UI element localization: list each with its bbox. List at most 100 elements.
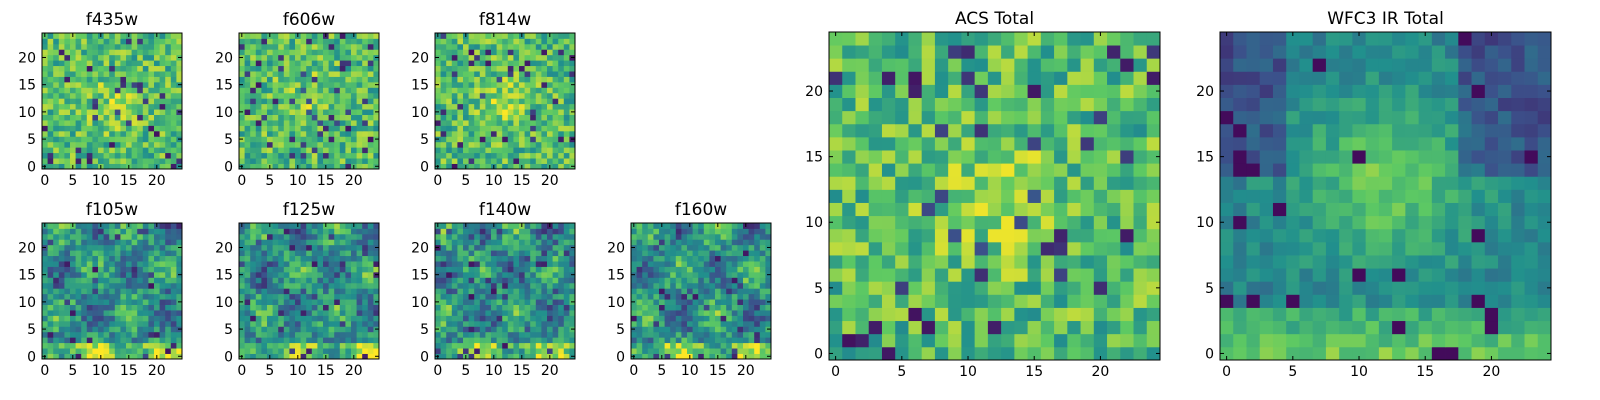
heatmap-cell bbox=[356, 271, 363, 278]
heatmap-cell bbox=[142, 54, 149, 61]
heatmap-cell bbox=[569, 266, 576, 273]
heatmap-cell bbox=[261, 33, 268, 39]
heatmap-cell bbox=[261, 147, 268, 154]
heatmap-cell bbox=[295, 49, 301, 56]
heatmap-cell bbox=[709, 244, 716, 251]
heatmap-cell bbox=[142, 250, 149, 257]
heatmap-cell bbox=[642, 304, 649, 311]
heatmap-cell bbox=[435, 293, 441, 300]
heatmap-cell bbox=[530, 136, 537, 143]
heatmap-cell bbox=[1093, 189, 1108, 203]
heatmap-cell bbox=[142, 293, 149, 300]
heatmap-cell bbox=[496, 60, 503, 67]
heatmap-cell bbox=[440, 87, 447, 94]
heatmap-cell bbox=[726, 233, 733, 240]
heatmap-cell bbox=[681, 331, 688, 338]
heatmap-cell bbox=[703, 320, 710, 327]
heatmap-cell bbox=[311, 320, 318, 327]
heatmap-cell bbox=[345, 250, 352, 257]
heatmap-cell bbox=[131, 71, 138, 77]
heatmap-cell bbox=[507, 152, 514, 159]
heatmap-cell bbox=[474, 87, 481, 94]
heatmap-cell bbox=[530, 326, 537, 333]
heatmap-cell bbox=[278, 152, 285, 159]
heatmap-cell bbox=[86, 337, 93, 344]
heatmap-cell bbox=[507, 239, 514, 246]
heatmap-cell bbox=[759, 239, 766, 246]
heatmap-cell bbox=[126, 120, 132, 126]
heatmap-cell bbox=[373, 141, 380, 148]
heatmap-cell bbox=[485, 304, 492, 311]
heatmap-cell bbox=[103, 147, 110, 154]
heatmap-cell bbox=[748, 304, 755, 311]
heatmap-cell bbox=[159, 326, 166, 333]
heatmap-cell bbox=[642, 348, 649, 354]
heatmap-cell bbox=[170, 103, 177, 110]
heatmap-cell bbox=[64, 271, 71, 278]
heatmap-cell bbox=[1054, 241, 1068, 256]
heatmap-cell bbox=[491, 271, 497, 278]
heatmap-cell bbox=[987, 333, 1002, 348]
heatmap-cell bbox=[261, 60, 268, 67]
heatmap-cell bbox=[491, 120, 497, 126]
heatmap-cell bbox=[86, 92, 93, 99]
heatmap-cell bbox=[170, 125, 177, 132]
heatmap-cell bbox=[373, 277, 380, 284]
heatmap-cell bbox=[176, 315, 183, 322]
heatmap-cell bbox=[541, 223, 548, 229]
heatmap-cell bbox=[300, 326, 307, 333]
heatmap-cell bbox=[558, 136, 565, 143]
heatmap-cell bbox=[47, 125, 54, 132]
heatmap-cell bbox=[75, 299, 82, 305]
heatmap-cell bbox=[842, 228, 856, 243]
heatmap-cell bbox=[239, 120, 245, 126]
heatmap-cell bbox=[502, 130, 509, 137]
heatmap-cell bbox=[659, 315, 665, 322]
heatmap-cell bbox=[250, 120, 257, 126]
heatmap-cell bbox=[53, 81, 60, 88]
heatmap-cell bbox=[547, 239, 553, 246]
heatmap-cell bbox=[881, 189, 896, 203]
heatmap-cells bbox=[42, 33, 183, 170]
heatmap-cell bbox=[103, 271, 110, 278]
heatmap-cell bbox=[345, 114, 352, 121]
heatmap-cell bbox=[154, 228, 160, 235]
heatmap-cell bbox=[496, 223, 503, 229]
heatmap-cell bbox=[895, 215, 909, 230]
heatmap-cell bbox=[547, 348, 553, 354]
heatmap-cell bbox=[75, 114, 82, 121]
heatmap-cell bbox=[535, 228, 542, 235]
heatmap-cell bbox=[530, 103, 537, 110]
heatmap-cell bbox=[289, 342, 296, 349]
heatmap-cell bbox=[351, 244, 357, 251]
heatmap-cell bbox=[120, 125, 127, 132]
heatmap-cell bbox=[987, 255, 1002, 269]
heatmap-cell bbox=[58, 54, 65, 61]
heatmap-cell bbox=[457, 342, 464, 349]
heatmap-cell bbox=[120, 353, 127, 360]
heatmap-cell bbox=[239, 65, 245, 72]
heatmap-cell bbox=[547, 261, 553, 267]
heatmap-cell bbox=[42, 87, 48, 94]
heatmap-cell bbox=[272, 60, 279, 67]
heatmap-cell bbox=[42, 348, 48, 354]
heatmap-cell bbox=[255, 244, 262, 251]
heatmap-cell bbox=[1014, 320, 1028, 335]
heatmap-cell bbox=[535, 65, 542, 72]
heatmap-cell bbox=[485, 310, 492, 316]
heatmap-cell bbox=[323, 141, 329, 148]
heatmap-cell bbox=[356, 125, 363, 132]
heatmap-cell bbox=[300, 87, 307, 94]
heatmap-cell bbox=[675, 293, 682, 300]
heatmap-cell bbox=[552, 250, 559, 257]
heatmap-cell bbox=[345, 65, 352, 72]
heatmap-cell bbox=[479, 320, 486, 327]
heatmap-cell bbox=[451, 304, 458, 311]
heatmap-cell bbox=[446, 250, 453, 257]
y-tick-label: 5 bbox=[224, 322, 233, 338]
heatmap-cell bbox=[81, 326, 88, 333]
heatmap-cell bbox=[726, 315, 733, 322]
heatmap-cell bbox=[311, 271, 318, 278]
heatmap-cell bbox=[463, 125, 469, 132]
heatmap-cell bbox=[176, 277, 183, 284]
